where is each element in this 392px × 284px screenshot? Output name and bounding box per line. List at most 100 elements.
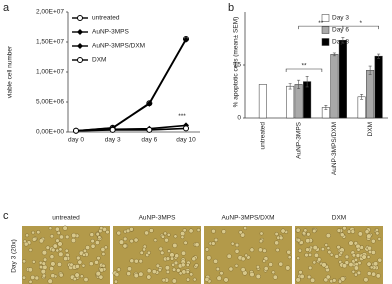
cell	[272, 274, 278, 280]
legend-label: AuNP-3MPS/DXM	[92, 43, 145, 50]
cell	[366, 261, 372, 267]
annotation: **	[301, 63, 307, 70]
cell	[339, 250, 344, 255]
cell	[249, 271, 255, 278]
cell	[171, 278, 177, 284]
cell	[280, 228, 286, 234]
cell	[377, 237, 382, 241]
cell	[95, 240, 100, 245]
column-label: DXM	[332, 215, 346, 222]
cell	[134, 258, 139, 264]
cell	[48, 226, 53, 231]
cell	[28, 248, 33, 252]
cell	[165, 256, 171, 261]
bar	[330, 54, 339, 119]
cell	[79, 274, 84, 279]
cell	[45, 245, 50, 250]
cell	[304, 252, 309, 258]
cell	[95, 232, 100, 237]
cell	[178, 271, 183, 276]
cell	[129, 238, 134, 244]
cell	[22, 259, 27, 264]
cell	[47, 278, 53, 284]
column-label: AuNP-3MPS	[139, 215, 177, 222]
cell	[97, 235, 102, 240]
cell	[263, 266, 269, 271]
cell	[98, 274, 104, 280]
point	[183, 125, 189, 132]
cell	[274, 240, 279, 246]
cell	[375, 228, 379, 232]
x-tick-label: DXM	[367, 122, 374, 136]
cell	[262, 259, 266, 263]
cell	[155, 263, 161, 268]
cell	[321, 262, 327, 268]
error-bar	[341, 37, 345, 44]
cell	[27, 267, 33, 273]
cell	[234, 249, 240, 254]
cell	[346, 229, 352, 234]
legend-label: AuNP-3MPS	[92, 29, 130, 36]
cell	[173, 234, 178, 239]
cell	[357, 231, 363, 237]
cell	[211, 228, 216, 234]
row-label: Day 3 (20x)	[11, 239, 18, 273]
cell	[326, 246, 331, 251]
cell	[151, 269, 157, 275]
cell	[129, 258, 135, 264]
error-bar	[297, 79, 301, 89]
cell	[371, 238, 376, 244]
bar	[338, 40, 347, 119]
cell	[170, 256, 175, 261]
cell	[122, 243, 128, 249]
bar	[294, 84, 303, 119]
x-tick-label: day 3	[105, 137, 121, 144]
cell	[314, 252, 319, 258]
annotation: *	[359, 20, 362, 27]
cell	[308, 265, 313, 270]
cell	[336, 245, 341, 250]
cell	[325, 274, 331, 280]
cell	[116, 267, 121, 272]
error-bar	[288, 83, 292, 90]
cell	[34, 275, 40, 281]
cell	[158, 246, 163, 252]
cell	[83, 277, 89, 283]
cell	[213, 258, 219, 264]
cell	[213, 237, 219, 243]
cell	[228, 266, 234, 272]
cell	[59, 234, 64, 240]
cell	[375, 231, 380, 236]
cell	[286, 249, 291, 255]
cell	[62, 225, 68, 231]
cell	[192, 277, 197, 282]
cell	[96, 256, 101, 261]
cell	[146, 274, 152, 280]
cell	[348, 240, 354, 246]
cell	[296, 256, 301, 261]
cell	[95, 271, 101, 277]
cell	[172, 267, 177, 272]
cell	[339, 232, 345, 238]
column-label: untreated	[52, 215, 80, 222]
cell	[101, 252, 106, 256]
error-bar	[377, 53, 381, 59]
legend-swatch	[321, 26, 330, 34]
cell	[350, 229, 355, 234]
cell	[364, 229, 370, 235]
cell	[176, 268, 181, 273]
cell	[40, 269, 46, 275]
legend-label: DXM	[92, 57, 106, 64]
cell	[354, 257, 358, 262]
cell	[271, 270, 276, 275]
cell	[82, 253, 86, 257]
micrograph	[113, 226, 201, 284]
cell	[338, 279, 343, 284]
cell	[149, 228, 154, 233]
cell	[340, 276, 346, 282]
cell	[163, 231, 168, 236]
cell	[65, 234, 70, 240]
bar	[286, 85, 295, 119]
cell	[114, 279, 118, 284]
error-bar	[324, 104, 328, 110]
